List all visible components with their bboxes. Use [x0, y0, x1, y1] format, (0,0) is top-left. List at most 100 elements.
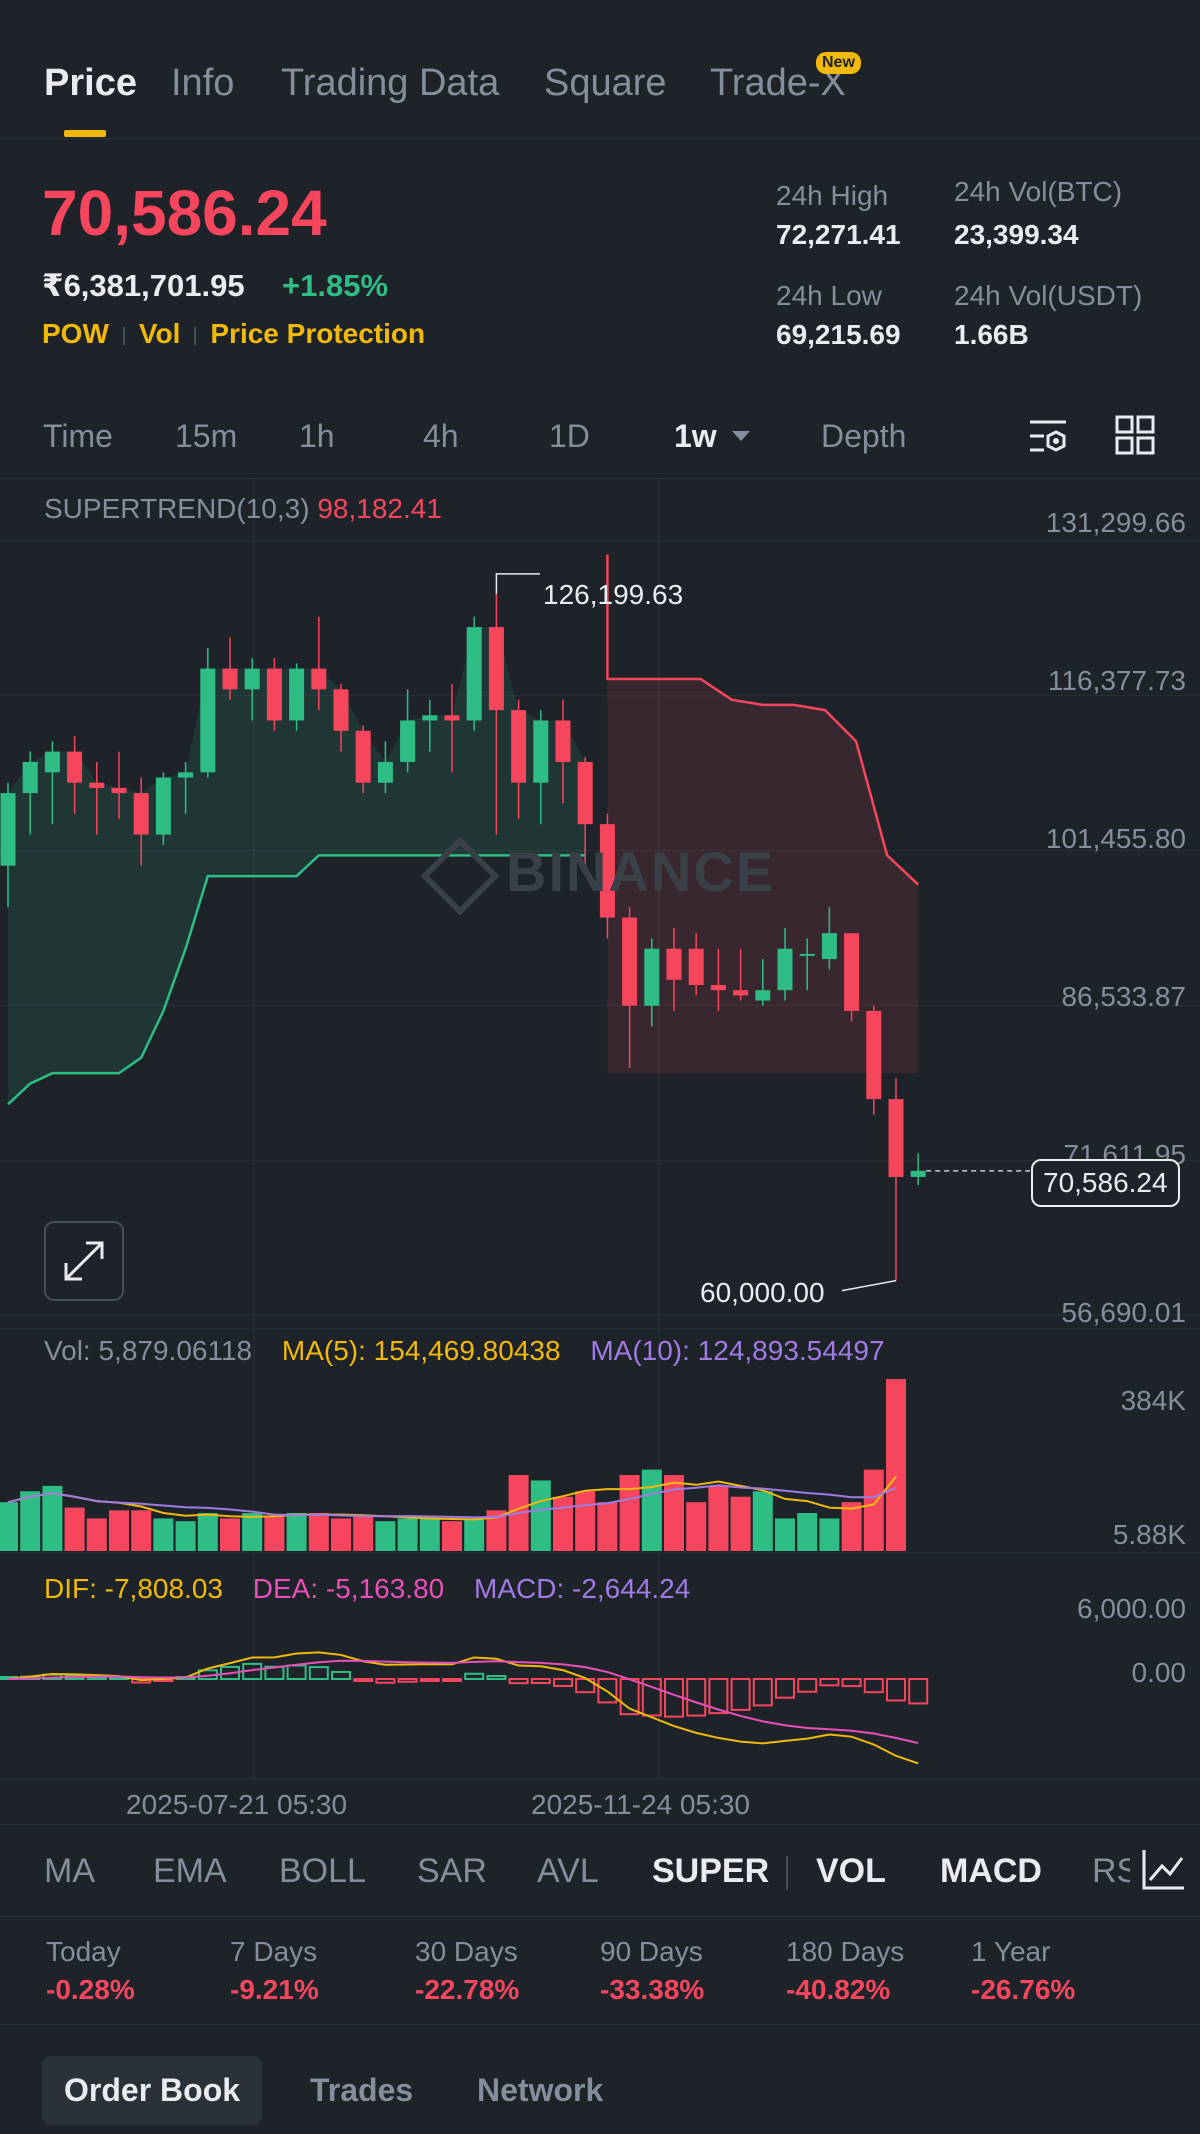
- vol-btc-label: 24h Vol(BTC): [954, 176, 1123, 207]
- tab-info[interactable]: Info: [171, 62, 235, 104]
- chart-area[interactable]: SUPERTREND(10,3) 98,182.41 131,299.66 11…: [0, 478, 1200, 1825]
- tab-trades[interactable]: Trades: [310, 2072, 414, 2108]
- macd-histogram-bar: [686, 1678, 707, 1717]
- timeframe-depth[interactable]: Depth: [821, 418, 907, 454]
- indicator-super[interactable]: SUPER: [652, 1852, 770, 1890]
- volume-axis-label: 384K: [1120, 1385, 1186, 1416]
- macd-histogram-bar: [730, 1678, 751, 1711]
- candle-body: [289, 668, 305, 721]
- candlestick-chart[interactable]: [0, 479, 1200, 1825]
- watermark: BINANCE: [420, 836, 775, 916]
- timeframe-4h[interactable]: 4h: [423, 418, 459, 454]
- volume-bar: [863, 1469, 884, 1551]
- candle-body: [333, 689, 349, 731]
- period-change: -40.82%: [786, 1974, 891, 2005]
- volume-bar: [708, 1485, 729, 1551]
- supertrend-indicator: SUPERTREND(10,3) 98,182.41: [44, 493, 442, 525]
- tag-price-protection[interactable]: Price Protection: [210, 318, 426, 349]
- volume-bar: [264, 1515, 285, 1551]
- macd-value: MACD: -2,644.24: [474, 1573, 691, 1604]
- candle-body: [710, 985, 726, 991]
- volume-bar: [442, 1521, 462, 1551]
- volume-bar: [131, 1510, 152, 1551]
- candle-body: [44, 751, 60, 773]
- supertrend-fills: [8, 554, 919, 1105]
- volume-bar: [641, 1469, 662, 1551]
- indicator-macd[interactable]: MACD: [940, 1852, 1042, 1890]
- dea-line: [7, 1659, 919, 1745]
- tab-order-book[interactable]: Order Book: [42, 2056, 263, 2125]
- candle-body: [89, 782, 105, 788]
- expand-icon: [64, 1241, 104, 1281]
- period-label: 7 Days: [230, 1936, 318, 1967]
- period-change: -26.76%: [971, 1974, 1076, 2005]
- macd-histogram-bar: [775, 1678, 795, 1699]
- volume-bar: [775, 1518, 795, 1551]
- macd-histogram-bar: [375, 1678, 396, 1684]
- candle-body: [222, 668, 238, 690]
- indicator-boll[interactable]: BOLL: [279, 1852, 366, 1890]
- candle-body: [377, 761, 393, 783]
- candle-body: [599, 824, 615, 918]
- active-tab-indicator: [64, 130, 106, 137]
- timeframe-1w[interactable]: 1w: [674, 418, 717, 454]
- timeframe-15m[interactable]: 15m: [175, 418, 238, 454]
- tag-vol[interactable]: Vol: [138, 318, 181, 349]
- candle-body: [133, 793, 149, 835]
- timeframe-1d[interactable]: 1D: [549, 418, 590, 454]
- tab-price[interactable]: Price: [44, 62, 137, 104]
- candle-body: [755, 990, 771, 1001]
- volume-bar: [619, 1475, 640, 1551]
- volume-bar: [375, 1521, 396, 1551]
- low-marker-label: 60,000.00: [700, 1277, 825, 1308]
- period-label: Today: [46, 1936, 121, 1967]
- candle-body: [511, 710, 527, 783]
- tab-trading-data[interactable]: Trading Data: [281, 62, 500, 104]
- volume-legend: Vol: 5,879.06118 MA(5): 154,469.80438 MA…: [44, 1335, 885, 1367]
- supertrend-up-line: [7, 854, 586, 1106]
- divider: [0, 2024, 1200, 2025]
- macd-axis-label: 0.00: [1131, 1657, 1187, 1688]
- indicator-sar[interactable]: SAR: [417, 1852, 487, 1890]
- macd-histogram-bar: [464, 1672, 485, 1680]
- candle-body: [622, 917, 638, 1006]
- supertrend-down-line: [606, 554, 920, 886]
- low-value: 69,215.69: [776, 319, 901, 350]
- macd-histogram-bar: [353, 1678, 374, 1682]
- date-axis-label: 2025-07-21 05:30: [126, 1789, 348, 1820]
- new-badge: New: [816, 52, 861, 74]
- dif-line: [7, 1651, 919, 1765]
- timeframe-time[interactable]: Time: [43, 418, 113, 454]
- chevron-down-icon[interactable]: [730, 428, 752, 444]
- expand-button[interactable]: [44, 1221, 124, 1301]
- indicator-vol[interactable]: VOL: [816, 1852, 886, 1890]
- grid-layout-icon[interactable]: [1114, 414, 1156, 456]
- tab-square[interactable]: Square: [544, 62, 667, 104]
- volume-bar: [197, 1513, 218, 1551]
- tab-network[interactable]: Network: [477, 2072, 604, 2108]
- indicator-ema[interactable]: EMA: [153, 1852, 227, 1890]
- indicator-ma[interactable]: MA: [44, 1852, 95, 1890]
- chart-grid: [0, 479, 1200, 1780]
- candle-body: [666, 948, 682, 980]
- volume-bar: [419, 1518, 440, 1551]
- macd-histogram-bar: [886, 1678, 906, 1702]
- macd-histogram-bar: [442, 1678, 462, 1682]
- volume-bar: [664, 1475, 684, 1551]
- indicator-avl[interactable]: AVL: [537, 1852, 599, 1890]
- volume-bar: [42, 1485, 63, 1551]
- volume-bar: [286, 1513, 307, 1551]
- price-axis-label: 116,377.73: [1047, 665, 1186, 696]
- candle-body: [733, 990, 749, 996]
- volume-bar: [308, 1513, 329, 1551]
- indicator-chart-icon: [1142, 1850, 1184, 1890]
- indicator-separator: [786, 1856, 788, 1890]
- period-label: 30 Days: [415, 1936, 518, 1967]
- chart-settings-icon[interactable]: [1026, 416, 1070, 456]
- tag-pow[interactable]: POW: [42, 318, 109, 349]
- indicator-settings-button[interactable]: [1130, 1842, 1200, 1898]
- volume-bar: [819, 1518, 840, 1551]
- timeframe-1h[interactable]: 1h: [299, 418, 335, 454]
- volume-bar: [841, 1502, 862, 1551]
- candle-body: [866, 1010, 882, 1100]
